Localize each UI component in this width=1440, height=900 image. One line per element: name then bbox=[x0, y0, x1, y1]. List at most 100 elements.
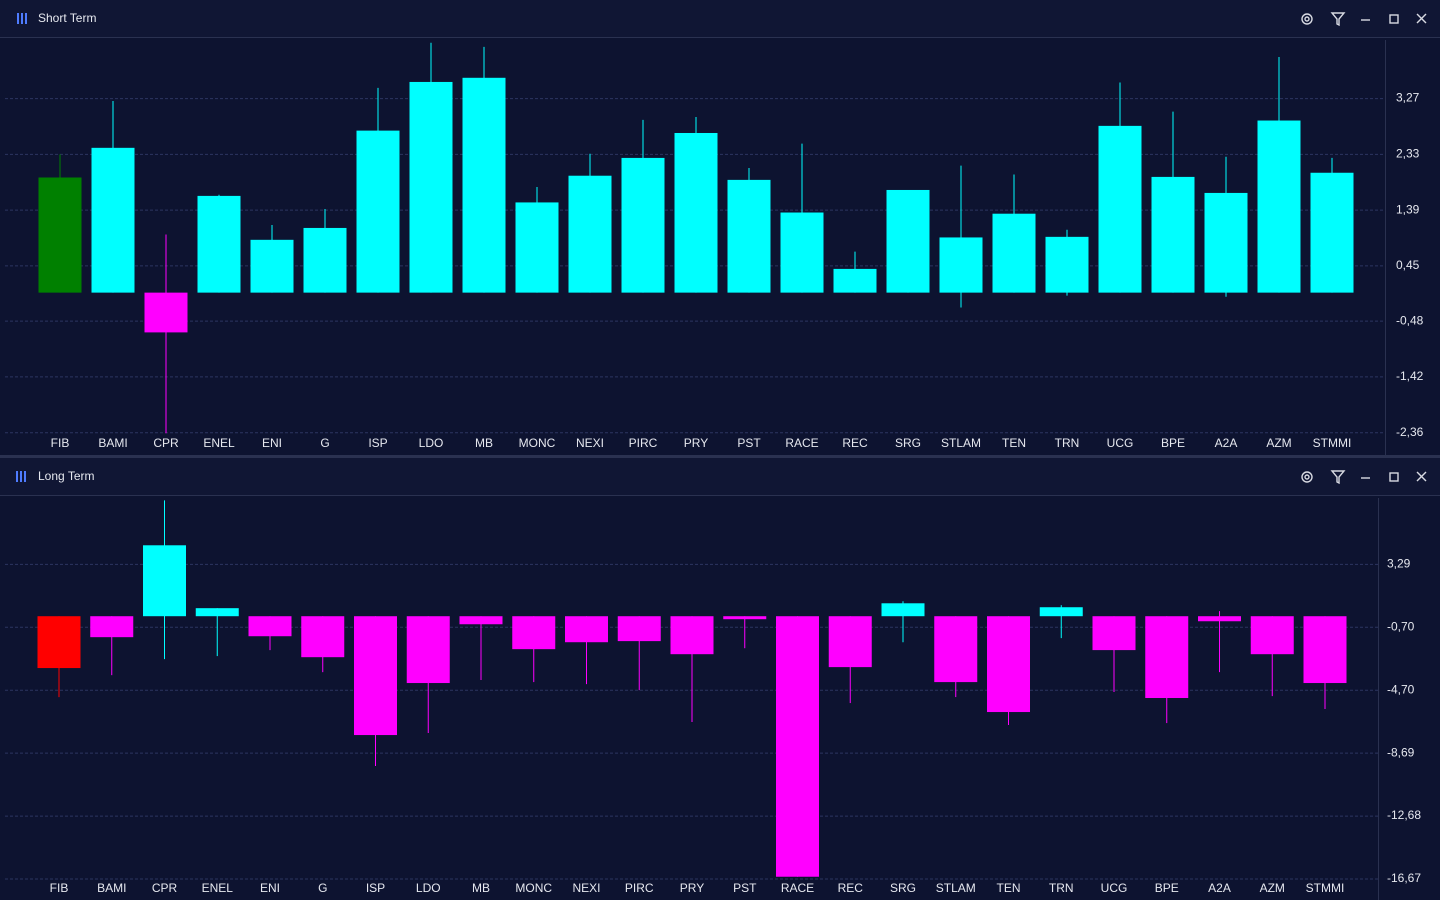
candle-body bbox=[987, 616, 1030, 713]
x-tick-label: BPE bbox=[1161, 436, 1185, 450]
candle-body bbox=[1039, 607, 1083, 617]
candle-body bbox=[91, 147, 135, 293]
y-tick-label: -8,69 bbox=[1387, 745, 1415, 759]
x-tick-label: ISP bbox=[368, 436, 387, 450]
y-tick-label: -0,70 bbox=[1387, 619, 1415, 633]
x-tick-label: SRG bbox=[895, 436, 921, 450]
x-tick-label: STMMI bbox=[1306, 881, 1345, 895]
x-tick-label: TRN bbox=[1055, 436, 1080, 450]
candle-body bbox=[1257, 120, 1301, 293]
candle-body bbox=[1092, 616, 1136, 651]
x-tick-label: LDO bbox=[419, 436, 444, 450]
x-tick-label: STLAM bbox=[936, 881, 976, 895]
x-tick-label: G bbox=[320, 436, 329, 450]
candle-body bbox=[248, 616, 292, 637]
candle-body bbox=[621, 157, 665, 293]
panel-header bbox=[0, 0, 1440, 37]
x-tick-label: A2A bbox=[1208, 881, 1231, 895]
x-tick-label: PRY bbox=[684, 436, 708, 450]
x-tick-label: MB bbox=[475, 436, 493, 450]
panel-title: Short Term bbox=[38, 11, 96, 25]
candle-body bbox=[1045, 236, 1089, 293]
x-tick-label: NEXI bbox=[572, 881, 600, 895]
candle-body bbox=[568, 175, 612, 293]
candle-body bbox=[90, 616, 134, 638]
candle-body bbox=[939, 237, 983, 293]
candle-body bbox=[515, 202, 559, 293]
x-tick-label: ENI bbox=[262, 436, 282, 450]
candle-body bbox=[565, 616, 608, 643]
header-buttons[interactable] bbox=[1301, 470, 1427, 485]
x-tick-label: STMMI bbox=[1313, 436, 1352, 450]
x-tick-label: BPE bbox=[1155, 881, 1179, 895]
candle-body bbox=[776, 616, 819, 877]
candle-body bbox=[197, 195, 241, 293]
y-tick-label: -2,36 bbox=[1396, 425, 1424, 439]
x-tick-label: STLAM bbox=[941, 436, 981, 450]
x-tick-label: FIB bbox=[51, 436, 70, 450]
candle-body bbox=[1145, 616, 1189, 699]
y-tick-label: -16,67 bbox=[1387, 871, 1421, 885]
x-tick-label: TRN bbox=[1049, 881, 1074, 895]
candle-body bbox=[727, 179, 771, 293]
y-tick-label: -1,42 bbox=[1396, 369, 1424, 383]
x-tick-label: UCG bbox=[1101, 881, 1128, 895]
candle-body bbox=[1204, 192, 1248, 293]
candle-body bbox=[512, 616, 556, 650]
candle-body bbox=[462, 77, 506, 293]
panel-separator bbox=[0, 455, 1440, 458]
candle-body bbox=[303, 227, 347, 293]
x-tick-label: ENEL bbox=[202, 881, 234, 895]
candle-body bbox=[37, 616, 81, 669]
candle-body bbox=[356, 130, 400, 293]
candle-body bbox=[992, 213, 1036, 293]
candle-body bbox=[1310, 172, 1354, 293]
panel-icon bbox=[16, 471, 26, 482]
x-tick-label: RACE bbox=[781, 881, 814, 895]
x-tick-label: G bbox=[318, 881, 327, 895]
x-tick-label: PIRC bbox=[629, 436, 658, 450]
candle-body bbox=[195, 608, 239, 617]
y-tick-label: 3,27 bbox=[1396, 91, 1420, 105]
x-tick-label: UCG bbox=[1107, 436, 1134, 450]
x-tick-label: SRG bbox=[890, 881, 916, 895]
x-tick-label: REC bbox=[838, 881, 864, 895]
y-tick-label: -12,68 bbox=[1387, 808, 1421, 822]
x-tick-label: BAMI bbox=[97, 881, 126, 895]
candle-body bbox=[143, 545, 186, 617]
x-tick-label: PIRC bbox=[625, 881, 654, 895]
candle-body bbox=[301, 616, 345, 658]
candle-body bbox=[670, 616, 714, 655]
candle-body bbox=[886, 189, 930, 293]
candle-body bbox=[1151, 176, 1195, 293]
x-tick-label: REC bbox=[842, 436, 868, 450]
y-tick-label: -0,48 bbox=[1396, 313, 1424, 327]
y-tick-label: 1,39 bbox=[1396, 202, 1420, 216]
candle-body bbox=[723, 616, 767, 620]
x-tick-label: ISP bbox=[366, 881, 385, 895]
candle-body bbox=[38, 177, 82, 293]
x-tick-label: TEN bbox=[1002, 436, 1026, 450]
candle-body bbox=[833, 268, 877, 293]
candle-body bbox=[1250, 616, 1294, 655]
x-tick-label: A2A bbox=[1215, 436, 1238, 450]
x-tick-label: MONC bbox=[515, 881, 552, 895]
candle-body bbox=[354, 616, 397, 736]
x-tick-label: BAMI bbox=[98, 436, 127, 450]
x-tick-label: MB bbox=[472, 881, 490, 895]
x-tick-label: PST bbox=[737, 436, 761, 450]
header-buttons[interactable] bbox=[1301, 12, 1427, 27]
x-tick-label: MONC bbox=[519, 436, 556, 450]
candle-body bbox=[250, 239, 294, 293]
panel-header bbox=[0, 458, 1440, 495]
x-tick-label: ENI bbox=[260, 881, 280, 895]
x-tick-label: FIB bbox=[50, 881, 69, 895]
x-tick-label: NEXI bbox=[576, 436, 604, 450]
x-tick-label: AZM bbox=[1260, 881, 1285, 895]
y-tick-label: 2,33 bbox=[1396, 147, 1420, 161]
candle-body bbox=[1198, 616, 1241, 622]
x-tick-label: PST bbox=[733, 881, 757, 895]
x-tick-label: LDO bbox=[416, 881, 441, 895]
candle-body bbox=[406, 616, 450, 684]
